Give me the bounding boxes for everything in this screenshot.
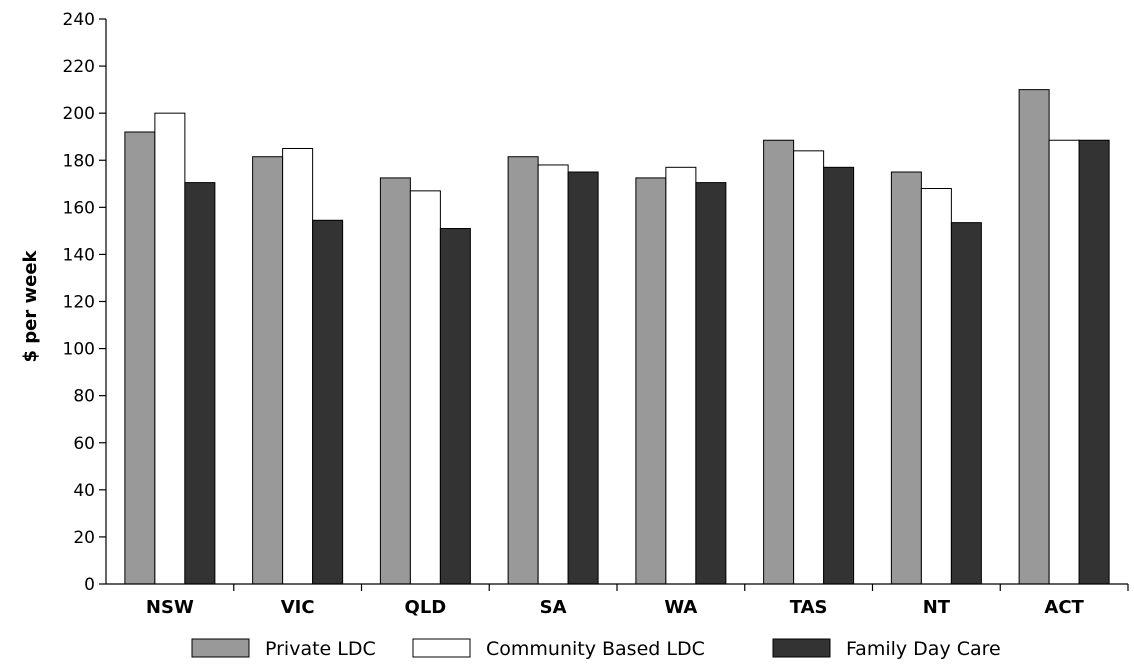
bar-act-3 bbox=[1078, 139, 1110, 585]
bar-tas-1 bbox=[763, 139, 795, 585]
legend-label: Community Based LDC bbox=[486, 638, 705, 660]
x-tick-label: NSW bbox=[146, 597, 194, 618]
x-tick-label: VIC bbox=[281, 597, 315, 618]
y-tick-label: 40 bbox=[73, 481, 95, 501]
x-axis-labels: NSW VIC QLD SA WA TAS NT ACT bbox=[146, 584, 1129, 618]
bar-wa-3 bbox=[695, 182, 727, 585]
y-tick-label: 120 bbox=[63, 293, 95, 313]
bar-vic-3 bbox=[312, 219, 344, 585]
y-tick-label: 20 bbox=[73, 528, 95, 548]
legend-label: Private LDC bbox=[265, 638, 376, 660]
bar-nt-1 bbox=[890, 171, 922, 585]
x-tick-label: TAS bbox=[790, 597, 828, 618]
y-tick-label: 220 bbox=[63, 57, 95, 77]
bar-nsw-3 bbox=[184, 182, 216, 585]
y-tick-label: 200 bbox=[63, 104, 95, 124]
bar-sa-1 bbox=[507, 156, 539, 585]
y-tick-label: 80 bbox=[73, 387, 95, 407]
bar-sa-3 bbox=[567, 171, 599, 585]
bar-act-2 bbox=[1048, 139, 1080, 585]
legend-swatch bbox=[191, 638, 250, 658]
y-tick-label: 140 bbox=[63, 245, 95, 265]
x-tick-label: SA bbox=[540, 597, 567, 618]
bars bbox=[124, 89, 1110, 585]
bar-wa-2 bbox=[665, 166, 697, 585]
bar-sa-2 bbox=[537, 164, 569, 585]
y-axis-ticks: 0 20 40 60 80 100 120 140 160 180 200 220 240 bbox=[63, 10, 106, 595]
bar-act-1 bbox=[1018, 89, 1050, 585]
y-tick-label: 160 bbox=[63, 198, 95, 218]
bar-nsw-1 bbox=[124, 131, 156, 585]
bar-nt-2 bbox=[920, 188, 952, 585]
legend-swatch bbox=[412, 638, 471, 658]
bar-qld-2 bbox=[409, 190, 441, 585]
y-tick-label: 0 bbox=[84, 575, 95, 595]
legend: Private LDC Community Based LDC Family Day… bbox=[191, 638, 1001, 660]
bar-vic-1 bbox=[252, 156, 284, 585]
bar-qld-1 bbox=[379, 177, 411, 585]
y-tick-label: 240 bbox=[63, 10, 95, 30]
x-tick-label: ACT bbox=[1044, 597, 1084, 618]
x-tick-label: NT bbox=[923, 597, 951, 618]
bar-tas-3 bbox=[823, 166, 855, 585]
y-tick-label: 100 bbox=[63, 340, 95, 360]
bar-vic-2 bbox=[282, 147, 314, 585]
bar-qld-3 bbox=[439, 228, 471, 585]
y-tick-label: 180 bbox=[63, 151, 95, 171]
bar-tas-2 bbox=[793, 150, 825, 585]
y-axis-title: $ per week bbox=[20, 249, 41, 362]
bar-wa-1 bbox=[635, 177, 667, 585]
y-tick-label: 60 bbox=[73, 434, 95, 454]
legend-label: Family Day Care bbox=[846, 638, 1001, 660]
legend-swatch bbox=[772, 638, 831, 658]
x-tick-label: WA bbox=[664, 597, 697, 618]
x-tick-label: QLD bbox=[405, 597, 447, 618]
bar-nsw-2 bbox=[154, 112, 186, 585]
bar-nt-3 bbox=[950, 222, 982, 585]
